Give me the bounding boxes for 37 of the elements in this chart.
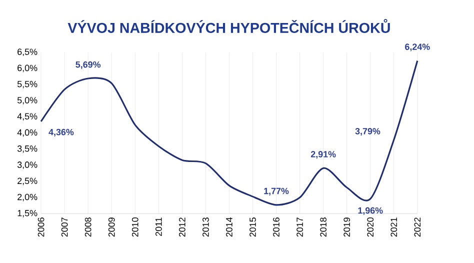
data-label: 1,96% [358,207,383,215]
y-tick-label: 6,5% [18,48,38,56]
y-tick-label: 5,5% [17,80,38,88]
data-label: 5,69% [76,61,101,69]
x-tick-label: 2011 [155,218,162,236]
x-tick-label: 2007 [61,218,68,237]
y-tick-label: 4,5% [17,113,38,120]
x-tick-label: 2018 [320,217,326,237]
x-tick-label: 2022 [414,218,421,237]
data-label: 1,77% [264,188,289,196]
x-tick-label: 2008 [84,217,92,237]
data-label: 3,79% [355,128,380,136]
y-tick-label: 2,5% [18,178,38,186]
data-label: 4,36% [48,128,74,136]
y-tick-label: 3,5% [17,145,38,153]
y-tick-label: 4,0% [17,129,38,137]
data-label: 2,91% [310,150,336,159]
x-tick-label: 2014 [226,217,232,237]
x-tick-label: 2012 [179,218,186,237]
x-tick-label: 2006 [38,217,44,237]
x-tick-label: 2017 [296,218,303,237]
x-tick-label: 2010 [132,217,138,237]
chart-title: VÝVOJ NABÍDKOVÝCH HYPOTEČNÍCH ÚROKŮ [68,18,390,33]
x-tick-label: 2016 [273,217,280,237]
y-tick-label: 6,0% [18,64,38,72]
data-label: 6,24% [405,44,430,52]
y-tick-label: 2,0% [18,194,38,202]
y-tick-label: 5,0% [17,96,38,104]
x-tick-label: 2019 [344,218,350,237]
y-tick-label: 3,0% [17,161,38,169]
x-tick-label: 2013 [202,217,209,237]
x-tick-label: 2020 [367,217,374,237]
x-tick-label: 2009 [108,218,115,237]
y-tick-label: 1,5% [18,210,38,218]
line-series [40,60,418,206]
x-tick-label: 2015 [250,217,256,237]
x-tick-label: 2021 [390,218,398,237]
